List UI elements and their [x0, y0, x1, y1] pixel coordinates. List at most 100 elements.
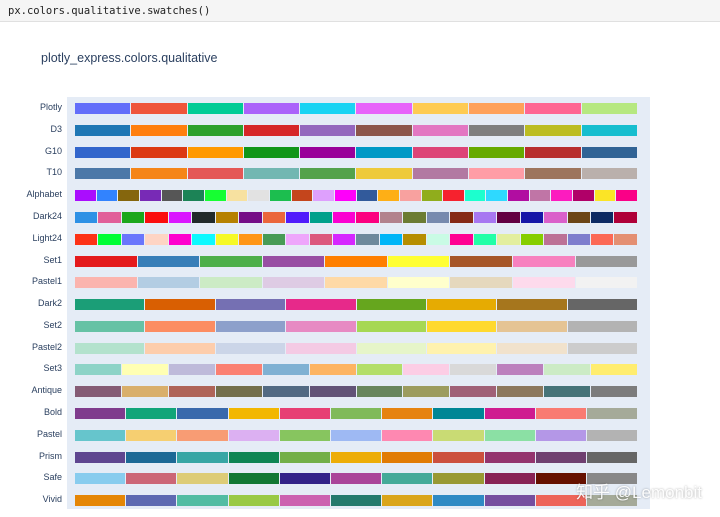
color-swatch[interactable] — [286, 211, 309, 223]
color-swatch[interactable] — [450, 255, 512, 267]
color-swatch[interactable] — [330, 451, 382, 463]
color-swatch[interactable] — [98, 211, 121, 223]
color-swatch[interactable] — [286, 320, 356, 332]
color-swatch[interactable] — [473, 233, 497, 245]
color-swatch[interactable] — [379, 211, 403, 223]
color-swatch[interactable] — [581, 168, 637, 180]
color-swatch[interactable] — [248, 190, 269, 202]
color-swatch[interactable] — [75, 233, 98, 245]
color-swatch[interactable] — [279, 473, 330, 485]
color-swatch[interactable] — [567, 320, 637, 332]
color-swatch[interactable] — [356, 146, 412, 158]
color-swatch[interactable] — [581, 124, 637, 136]
color-swatch[interactable] — [177, 429, 228, 441]
color-swatch[interactable] — [215, 342, 286, 354]
color-swatch[interactable] — [187, 103, 243, 114]
color-swatch[interactable] — [356, 190, 378, 202]
color-swatch[interactable] — [75, 146, 131, 158]
color-swatch[interactable] — [168, 364, 215, 376]
color-swatch[interactable] — [286, 299, 356, 310]
color-swatch[interactable] — [187, 168, 243, 180]
color-swatch[interactable] — [215, 386, 262, 398]
color-swatch[interactable] — [508, 190, 529, 202]
color-swatch[interactable] — [535, 429, 586, 441]
color-swatch[interactable] — [484, 451, 535, 463]
color-swatch[interactable] — [535, 495, 586, 506]
color-swatch[interactable] — [590, 233, 614, 245]
color-swatch[interactable] — [497, 299, 567, 310]
color-swatch[interactable] — [75, 473, 126, 485]
color-swatch[interactable] — [75, 320, 145, 332]
color-swatch[interactable] — [356, 342, 426, 354]
color-swatch[interactable] — [551, 190, 573, 202]
color-swatch[interactable] — [356, 168, 412, 180]
color-swatch[interactable] — [161, 190, 183, 202]
color-swatch[interactable] — [330, 495, 382, 506]
color-swatch[interactable] — [497, 233, 520, 245]
color-swatch[interactable] — [356, 233, 379, 245]
color-swatch[interactable] — [378, 190, 399, 202]
color-swatch[interactable] — [450, 277, 512, 289]
color-swatch[interactable] — [382, 451, 433, 463]
color-swatch[interactable] — [403, 233, 426, 245]
color-swatch[interactable] — [126, 451, 177, 463]
code-cell[interactable]: px.colors.qualitative.swatches() — [0, 0, 720, 22]
color-swatch[interactable] — [590, 211, 614, 223]
color-swatch[interactable] — [228, 451, 279, 463]
color-swatch[interactable] — [484, 473, 535, 485]
color-swatch[interactable] — [433, 495, 484, 506]
color-swatch[interactable] — [98, 233, 121, 245]
color-swatch[interactable] — [591, 364, 638, 376]
color-swatch[interactable] — [433, 473, 484, 485]
color-swatch[interactable] — [228, 429, 279, 441]
color-swatch[interactable] — [387, 277, 450, 289]
color-swatch[interactable] — [433, 451, 484, 463]
color-swatch[interactable] — [591, 386, 638, 398]
color-swatch[interactable] — [131, 124, 187, 136]
color-swatch[interactable] — [313, 190, 334, 202]
color-swatch[interactable] — [586, 473, 638, 485]
color-swatch[interactable] — [469, 103, 525, 114]
color-swatch[interactable] — [450, 364, 497, 376]
color-swatch[interactable] — [243, 124, 300, 136]
color-swatch[interactable] — [469, 124, 525, 136]
color-swatch[interactable] — [177, 495, 228, 506]
color-swatch[interactable] — [567, 233, 590, 245]
color-swatch[interactable] — [614, 233, 637, 245]
color-swatch[interactable] — [200, 255, 262, 267]
color-swatch[interactable] — [356, 320, 426, 332]
color-swatch[interactable] — [443, 190, 464, 202]
color-swatch[interactable] — [567, 211, 590, 223]
color-swatch[interactable] — [309, 386, 356, 398]
color-swatch[interactable] — [286, 233, 309, 245]
color-swatch[interactable] — [484, 429, 535, 441]
color-swatch[interactable] — [286, 342, 356, 354]
color-swatch[interactable] — [309, 211, 332, 223]
color-swatch[interactable] — [145, 320, 215, 332]
color-swatch[interactable] — [567, 342, 637, 354]
color-swatch[interactable] — [412, 168, 469, 180]
color-swatch[interactable] — [497, 211, 520, 223]
color-swatch[interactable] — [75, 495, 126, 506]
color-swatch[interactable] — [309, 364, 356, 376]
color-swatch[interactable] — [215, 211, 239, 223]
color-swatch[interactable] — [330, 429, 382, 441]
color-swatch[interactable] — [473, 211, 497, 223]
color-swatch[interactable] — [330, 407, 382, 419]
color-swatch[interactable] — [121, 364, 168, 376]
color-swatch[interactable] — [75, 429, 126, 441]
color-swatch[interactable] — [421, 190, 443, 202]
color-swatch[interactable] — [497, 364, 544, 376]
color-swatch[interactable] — [544, 211, 567, 223]
color-swatch[interactable] — [228, 407, 279, 419]
color-swatch[interactable] — [484, 407, 535, 419]
color-swatch[interactable] — [356, 364, 403, 376]
color-swatch[interactable] — [75, 103, 131, 114]
color-swatch[interactable] — [544, 364, 591, 376]
color-swatch[interactable] — [75, 190, 96, 202]
color-swatch[interactable] — [300, 103, 356, 114]
color-swatch[interactable] — [387, 255, 450, 267]
color-swatch[interactable] — [228, 495, 279, 506]
color-swatch[interactable] — [382, 473, 433, 485]
color-swatch[interactable] — [126, 495, 177, 506]
